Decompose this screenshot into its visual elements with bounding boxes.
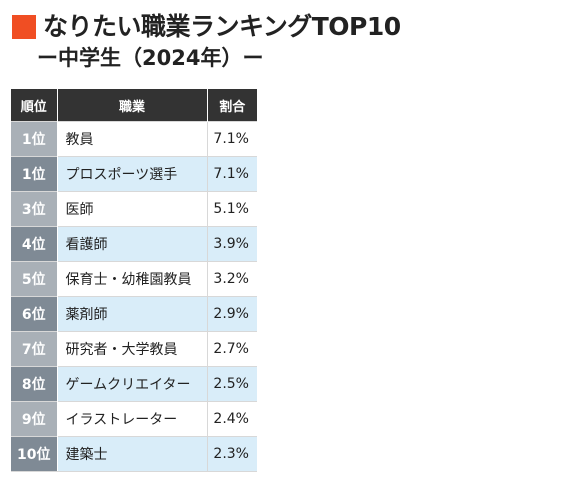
table-header-row: 順位 職業 割合 [11, 89, 257, 122]
ratio-cell: 7.1% [207, 156, 257, 192]
table-row: 8位 ゲームクリエイター 2.5% [11, 366, 257, 402]
table-body: 1位 教員 7.1% 1位 プロスポーツ選手 7.1% 3位 医師 5.1% 4位 看護師 3.9% 5… [11, 121, 257, 472]
ratio-cell: 2.4% [207, 401, 257, 437]
ratio-cell: 2.3% [207, 436, 257, 472]
ranking-table: 順位 職業 割合 1位 教員 7.1% 1位 プロスポーツ選手 7.1% 3位 医師 5.1% 4… [11, 89, 257, 472]
rank-cell: 5位 [11, 261, 58, 297]
page-subtitle: ー中学生（2024年）ー [37, 46, 264, 70]
ratio-cell: 5.1% [207, 191, 257, 227]
ratio-cell: 2.9% [207, 296, 257, 332]
table-row: 9位 イラストレーター 2.4% [11, 401, 257, 437]
job-cell: 保育士・幼稚園教員 [57, 261, 208, 297]
job-cell: イラストレーター [57, 401, 208, 437]
job-cell: 医師 [57, 191, 208, 227]
job-cell: ゲームクリエイター [57, 366, 208, 402]
job-cell: 研究者・大学教員 [57, 331, 208, 367]
title-row: なりたい職業ランキングTOP10 [12, 12, 401, 42]
rank-cell: 4位 [11, 226, 58, 262]
job-cell: 建築士 [57, 436, 208, 472]
table-row: 7位 研究者・大学教員 2.7% [11, 331, 257, 367]
table-header: 順位 職業 割合 [11, 89, 257, 122]
rank-cell: 9位 [11, 401, 58, 437]
job-cell: プロスポーツ選手 [57, 156, 208, 192]
table-row: 3位 医師 5.1% [11, 191, 257, 227]
rank-cell: 1位 [11, 121, 58, 157]
rank-cell: 6位 [11, 296, 58, 332]
column-header-job: 職業 [57, 89, 208, 122]
rank-cell: 8位 [11, 366, 58, 402]
table-row: 5位 保育士・幼稚園教員 3.2% [11, 261, 257, 297]
job-cell: 薬剤師 [57, 296, 208, 332]
job-cell: 教員 [57, 121, 208, 157]
ratio-cell: 2.5% [207, 366, 257, 402]
column-header-ratio: 割合 [207, 89, 257, 122]
table-row: 6位 薬剤師 2.9% [11, 296, 257, 332]
table-row: 1位 プロスポーツ選手 7.1% [11, 156, 257, 192]
rank-cell: 7位 [11, 331, 58, 367]
rank-cell: 3位 [11, 191, 58, 227]
column-header-rank: 順位 [11, 89, 58, 122]
accent-square-icon [12, 15, 36, 39]
table-row: 4位 看護師 3.9% [11, 226, 257, 262]
ratio-cell: 2.7% [207, 331, 257, 367]
rank-cell: 10位 [11, 436, 58, 472]
ratio-cell: 7.1% [207, 121, 257, 157]
header: なりたい職業ランキングTOP10 ー中学生（2024年）ー [12, 12, 401, 71]
ratio-cell: 3.9% [207, 226, 257, 262]
rank-cell: 1位 [11, 156, 58, 192]
table-row: 1位 教員 7.1% [11, 121, 257, 157]
ratio-cell: 3.2% [207, 261, 257, 297]
job-cell: 看護師 [57, 226, 208, 262]
page-title: なりたい職業ランキングTOP10 [43, 12, 401, 41]
table-row: 10位 建築士 2.3% [11, 436, 257, 472]
